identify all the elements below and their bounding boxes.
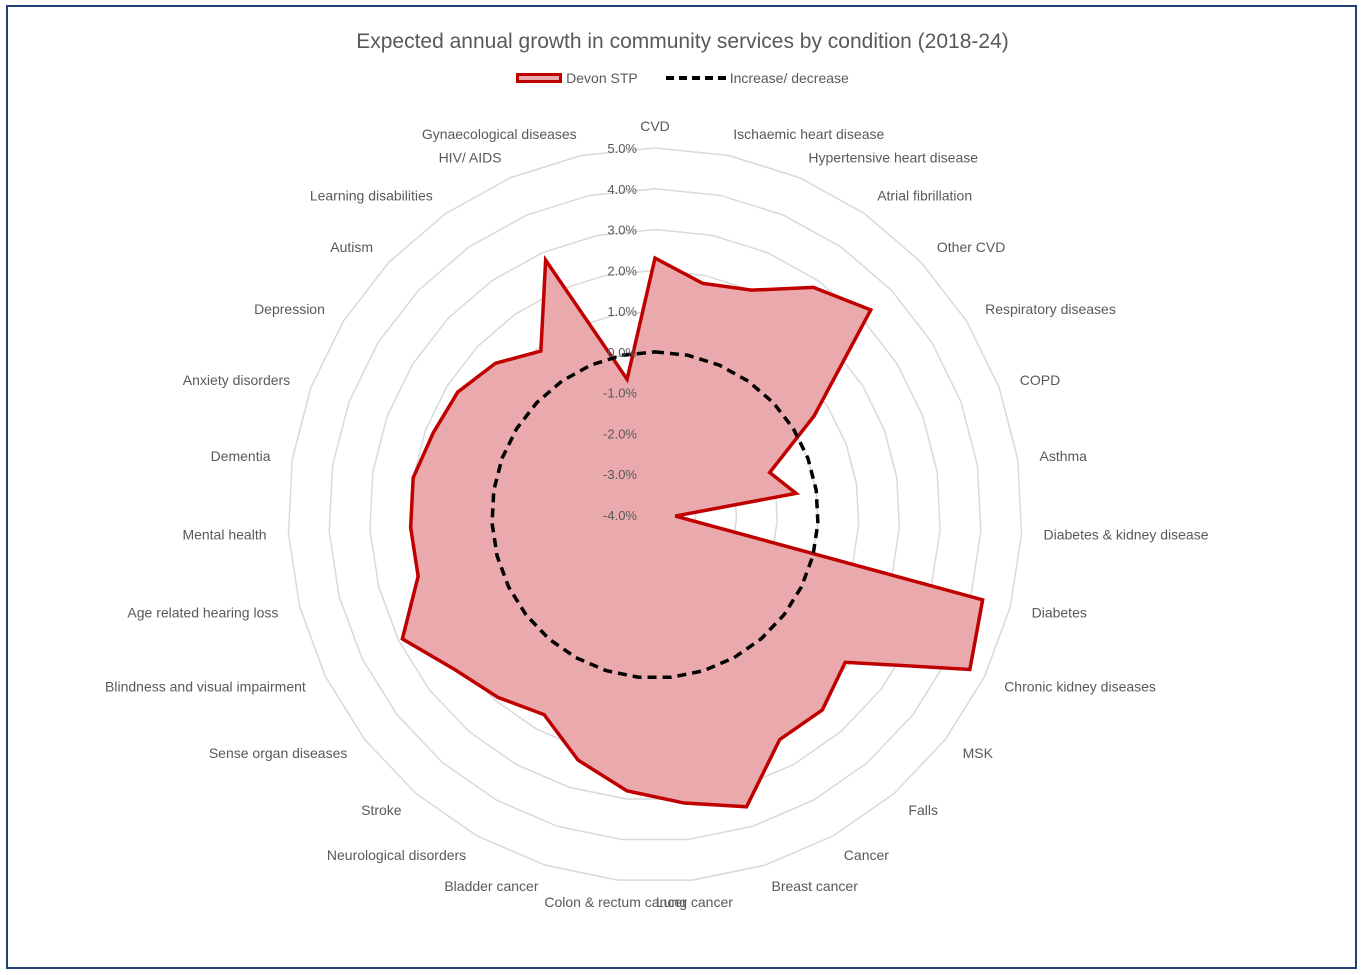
category-label: Colon & rectum cancer <box>544 894 687 910</box>
category-label: Age related hearing loss <box>127 605 278 621</box>
category-label: COPD <box>1020 372 1060 388</box>
category-label: Gynaecological diseases <box>422 126 577 142</box>
legend-swatch-increase-decrease <box>665 76 726 80</box>
category-labels: CVD Ischaemic heart disease Hypertensive h… <box>105 118 1209 910</box>
category-label: Anxiety disorders <box>183 372 290 388</box>
category-label: Bladder cancer <box>444 878 539 894</box>
series-increase-decrease <box>490 350 820 680</box>
category-label: Diabetes & kidney disease <box>1044 527 1209 543</box>
category-label: Asthma <box>1040 448 1088 464</box>
radial-tick-label: 2.0% <box>607 263 637 278</box>
category-label: Lung cancer <box>656 894 733 910</box>
grid-ring <box>287 147 1023 881</box>
category-label: Learning disabilities <box>310 188 433 204</box>
category-label: Ischaemic heart disease <box>733 126 884 142</box>
radial-tick-label: -4.0% <box>603 508 637 523</box>
series-devon-stp <box>400 254 985 809</box>
category-label: Autism <box>330 239 373 255</box>
chart-legend: Devon STP Increase/ decrease <box>0 70 1365 86</box>
radial-tick-label: 0.0% <box>607 345 637 360</box>
category-label: Sense organ diseases <box>209 745 348 761</box>
category-label: HIV/ AIDS <box>439 150 502 166</box>
category-label: Neurological disorders <box>327 847 466 863</box>
grid-ring <box>369 228 941 800</box>
chart-frame <box>6 5 1357 969</box>
category-label: Mental health <box>182 527 266 543</box>
category-label: Respiratory diseases <box>985 301 1116 317</box>
legend-item-increase-decrease: Increase/ decrease <box>665 70 849 86</box>
legend-item-devon-stp: Devon STP <box>516 70 638 86</box>
category-label: Breast cancer <box>772 878 859 894</box>
chart-title: Expected annual growth in community serv… <box>356 30 1009 53</box>
radial-tick-label: -3.0% <box>603 467 637 482</box>
radial-tick-label: 4.0% <box>607 182 637 197</box>
radial-tick-labels: -4.0% -3.0% -2.0% -1.0% 0.0% 1.0% 2.0% 3.0% 4.0%… <box>603 141 637 523</box>
category-label: Chronic kidney diseases <box>1004 678 1156 694</box>
category-label: Depression <box>254 301 325 317</box>
legend-label-devon-stp: Devon STP <box>566 70 638 86</box>
category-label: Stroke <box>361 802 402 818</box>
category-label: Diabetes <box>1032 605 1087 621</box>
category-label: Blindness and visual impairment <box>105 678 306 694</box>
radial-tick-label: 3.0% <box>607 223 637 238</box>
legend-label-increase-decrease: Increase/ decrease <box>729 70 849 86</box>
category-label: Dementia <box>211 448 271 464</box>
category-label: Falls <box>908 802 938 818</box>
category-label: MSK <box>963 745 994 761</box>
grid-ring <box>328 188 982 841</box>
legend-swatch-devon-stp <box>516 73 563 83</box>
category-label: Cancer <box>844 847 889 863</box>
category-label: Other CVD <box>937 239 1005 255</box>
category-label: Hypertensive heart disease <box>808 150 978 166</box>
radial-tick-label: -2.0% <box>603 426 637 441</box>
radial-tick-label: -1.0% <box>603 386 637 401</box>
radial-tick-label: 5.0% <box>607 141 637 156</box>
radial-tick-label: 1.0% <box>607 304 637 319</box>
category-label: CVD <box>640 118 670 134</box>
category-label: Atrial fibrillation <box>877 188 972 204</box>
